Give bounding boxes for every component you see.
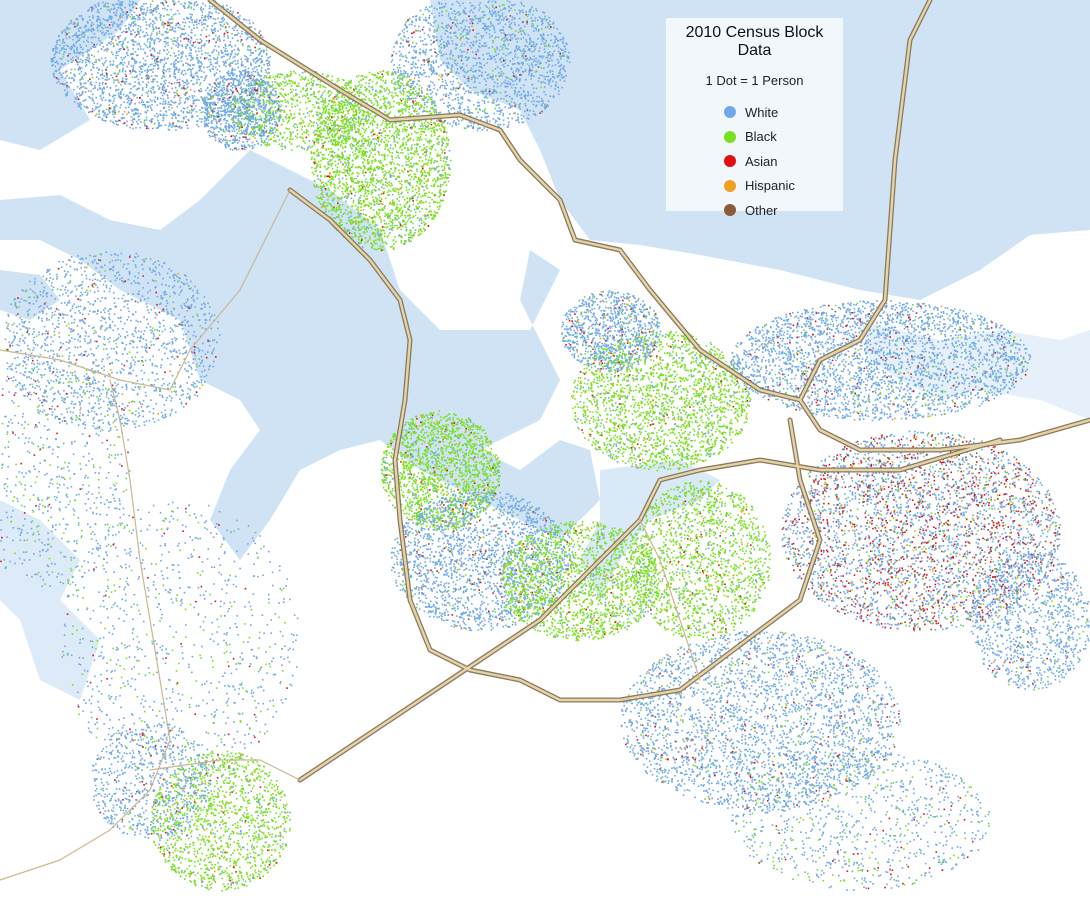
legend-label: Black <box>745 129 777 144</box>
legend-item-white: White <box>724 100 837 125</box>
legend-label: Other <box>745 203 778 218</box>
asian-swatch-icon <box>724 155 736 167</box>
legend-item-asian: Asian <box>724 149 837 174</box>
other-swatch-icon <box>724 204 736 216</box>
legend-label: White <box>745 105 778 120</box>
legend-items: White Black Asian Hispanic Other <box>724 100 837 223</box>
hispanic-swatch-icon <box>724 180 736 192</box>
legend-title: 2010 Census Block Data <box>672 24 837 60</box>
white-swatch-icon <box>724 106 736 118</box>
legend-item-black: Black <box>724 125 837 150</box>
map-legend: 2010 Census Block Data 1 Dot = 1 Person … <box>666 18 843 211</box>
legend-subtitle: 1 Dot = 1 Person <box>672 73 837 88</box>
black-swatch-icon <box>724 131 736 143</box>
legend-item-hispanic: Hispanic <box>724 174 837 199</box>
legend-label: Hispanic <box>745 178 795 193</box>
legend-item-other: Other <box>724 198 837 223</box>
legend-label: Asian <box>745 154 778 169</box>
